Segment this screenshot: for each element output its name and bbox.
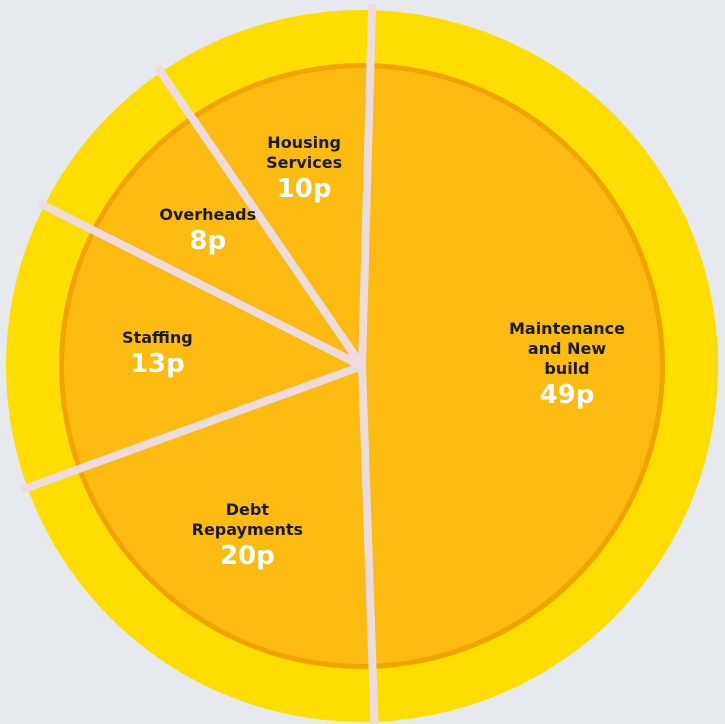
category-label: Debt Repayments bbox=[191, 499, 304, 539]
slice-label: Staffing 13p bbox=[97, 328, 217, 380]
category-label: Maintenance and New build bbox=[508, 319, 625, 379]
category-label: Housing Services bbox=[266, 133, 343, 173]
divider bbox=[358, 4, 377, 367]
category-label: Overheads bbox=[159, 204, 257, 224]
value-label: 20p bbox=[219, 540, 275, 571]
slice-label: Overheads 8p bbox=[148, 205, 268, 257]
slice bbox=[96, 120, 362, 366]
slice-label: Housing Services 10p bbox=[244, 133, 364, 205]
value-label: 10p bbox=[276, 174, 332, 205]
slices bbox=[63, 68, 661, 664]
slice bbox=[81, 366, 373, 664]
value-label: 49p bbox=[539, 380, 595, 411]
divider bbox=[154, 65, 366, 369]
slice-label: Debt Repayments 20p bbox=[187, 500, 307, 572]
slice bbox=[193, 68, 371, 366]
divider bbox=[358, 365, 379, 724]
category-label: Staffing bbox=[122, 327, 193, 347]
slice bbox=[362, 68, 661, 664]
slice-label: Maintenance and New build 49p bbox=[507, 319, 627, 411]
divider bbox=[20, 362, 364, 494]
divider bbox=[37, 199, 364, 370]
dividers bbox=[20, 4, 379, 724]
value-label: 8p bbox=[189, 225, 227, 256]
value-label: 13p bbox=[129, 348, 185, 379]
slice bbox=[63, 231, 362, 468]
